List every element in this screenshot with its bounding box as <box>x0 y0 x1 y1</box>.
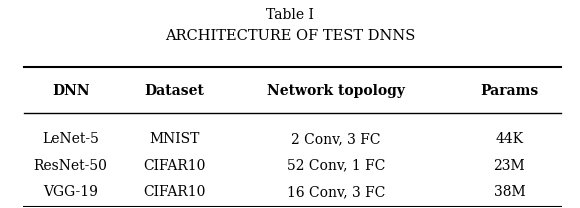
Text: VGG-19: VGG-19 <box>44 185 98 199</box>
Text: LeNet-5: LeNet-5 <box>42 132 99 146</box>
Text: Table I: Table I <box>266 7 314 22</box>
Text: CIFAR10: CIFAR10 <box>143 158 206 173</box>
Text: 16 Conv, 3 FC: 16 Conv, 3 FC <box>287 185 385 199</box>
Text: 52 Conv, 1 FC: 52 Conv, 1 FC <box>287 158 385 173</box>
Text: MNIST: MNIST <box>150 132 200 146</box>
Text: Dataset: Dataset <box>144 84 205 98</box>
Text: 38M: 38M <box>494 185 525 199</box>
Text: ResNet-50: ResNet-50 <box>34 158 108 173</box>
Text: 2 Conv, 3 FC: 2 Conv, 3 FC <box>291 132 381 146</box>
Text: Network topology: Network topology <box>267 84 405 98</box>
Text: 23M: 23M <box>494 158 525 173</box>
Text: 44K: 44K <box>495 132 523 146</box>
Text: DNN: DNN <box>52 84 89 98</box>
Text: Params: Params <box>480 84 538 98</box>
Text: ARCHITECTURE OF TEST DNNS: ARCHITECTURE OF TEST DNNS <box>165 29 415 43</box>
Text: CIFAR10: CIFAR10 <box>143 185 206 199</box>
